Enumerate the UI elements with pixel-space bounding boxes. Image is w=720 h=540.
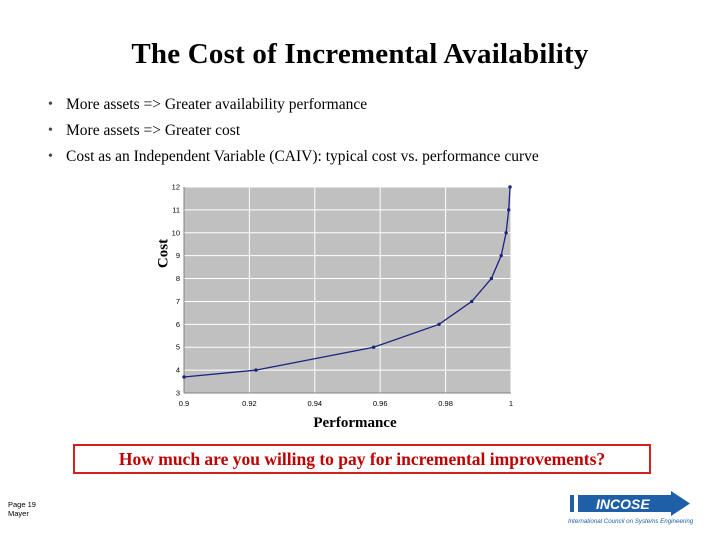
data-point [489, 276, 494, 281]
plot-area [184, 187, 511, 393]
data-point [437, 322, 441, 327]
logo-text: INCOSE [596, 496, 650, 512]
data-points [182, 185, 512, 379]
y-tick-label: 7 [176, 297, 180, 306]
x-tick-label: 0.9 [179, 399, 189, 408]
data-point [182, 375, 186, 379]
bullet-item: More assets => Greater availability perf… [48, 92, 539, 118]
x-tick-label: 0.92 [242, 399, 257, 408]
page-info: Page 19 Mayer [8, 500, 36, 518]
logo-subtext: International Council on Systems Enginee… [568, 518, 694, 525]
bullet-item: More assets => Greater cost [48, 118, 539, 144]
logo-arrow [578, 491, 690, 516]
data-point [508, 185, 512, 189]
bullet-list: More assets => Greater availability perf… [48, 92, 539, 170]
page-number: Page 19 [8, 500, 36, 509]
incose-logo: INCOSE International Council on Systems … [568, 491, 694, 525]
y-tick-label: 9 [176, 251, 180, 260]
y-tick-label: 6 [176, 320, 180, 329]
y-tick-label: 11 [172, 205, 180, 214]
question-box: How much are you willing to pay for incr… [73, 444, 651, 474]
author-name: Mayer [8, 509, 29, 518]
x-axis-label: Performance [313, 415, 397, 431]
logo-left-bar [570, 495, 574, 512]
x-tick-label: 0.98 [438, 399, 453, 408]
data-point [371, 345, 376, 349]
series-line [183, 186, 511, 378]
y-tick-label: 12 [172, 183, 180, 192]
y-tick-label: 4 [176, 366, 180, 375]
bullet-item: Cost as an Independent Variable (CAIV): … [48, 144, 539, 170]
x-tick-label: 0.94 [307, 399, 322, 408]
tick-labels: 3 4 5 6 7 8 9 10 11 12 0.9 0.92 0.94 0.96 0.98 1 [172, 183, 513, 409]
x-tick-label: 0.96 [373, 399, 388, 408]
y-tick-label: 5 [176, 343, 180, 352]
grid-lines [183, 186, 512, 394]
data-point [470, 299, 474, 304]
slide-title: The Cost of Incremental Availability [131, 38, 589, 70]
data-point [504, 231, 508, 235]
data-point [254, 368, 258, 372]
y-tick-label: 8 [176, 274, 180, 283]
y-tick-label: 3 [176, 389, 180, 398]
x-tick-label: 1 [509, 399, 513, 408]
data-point [499, 253, 503, 258]
y-tick-label: 10 [172, 228, 180, 237]
data-point [507, 208, 511, 212]
